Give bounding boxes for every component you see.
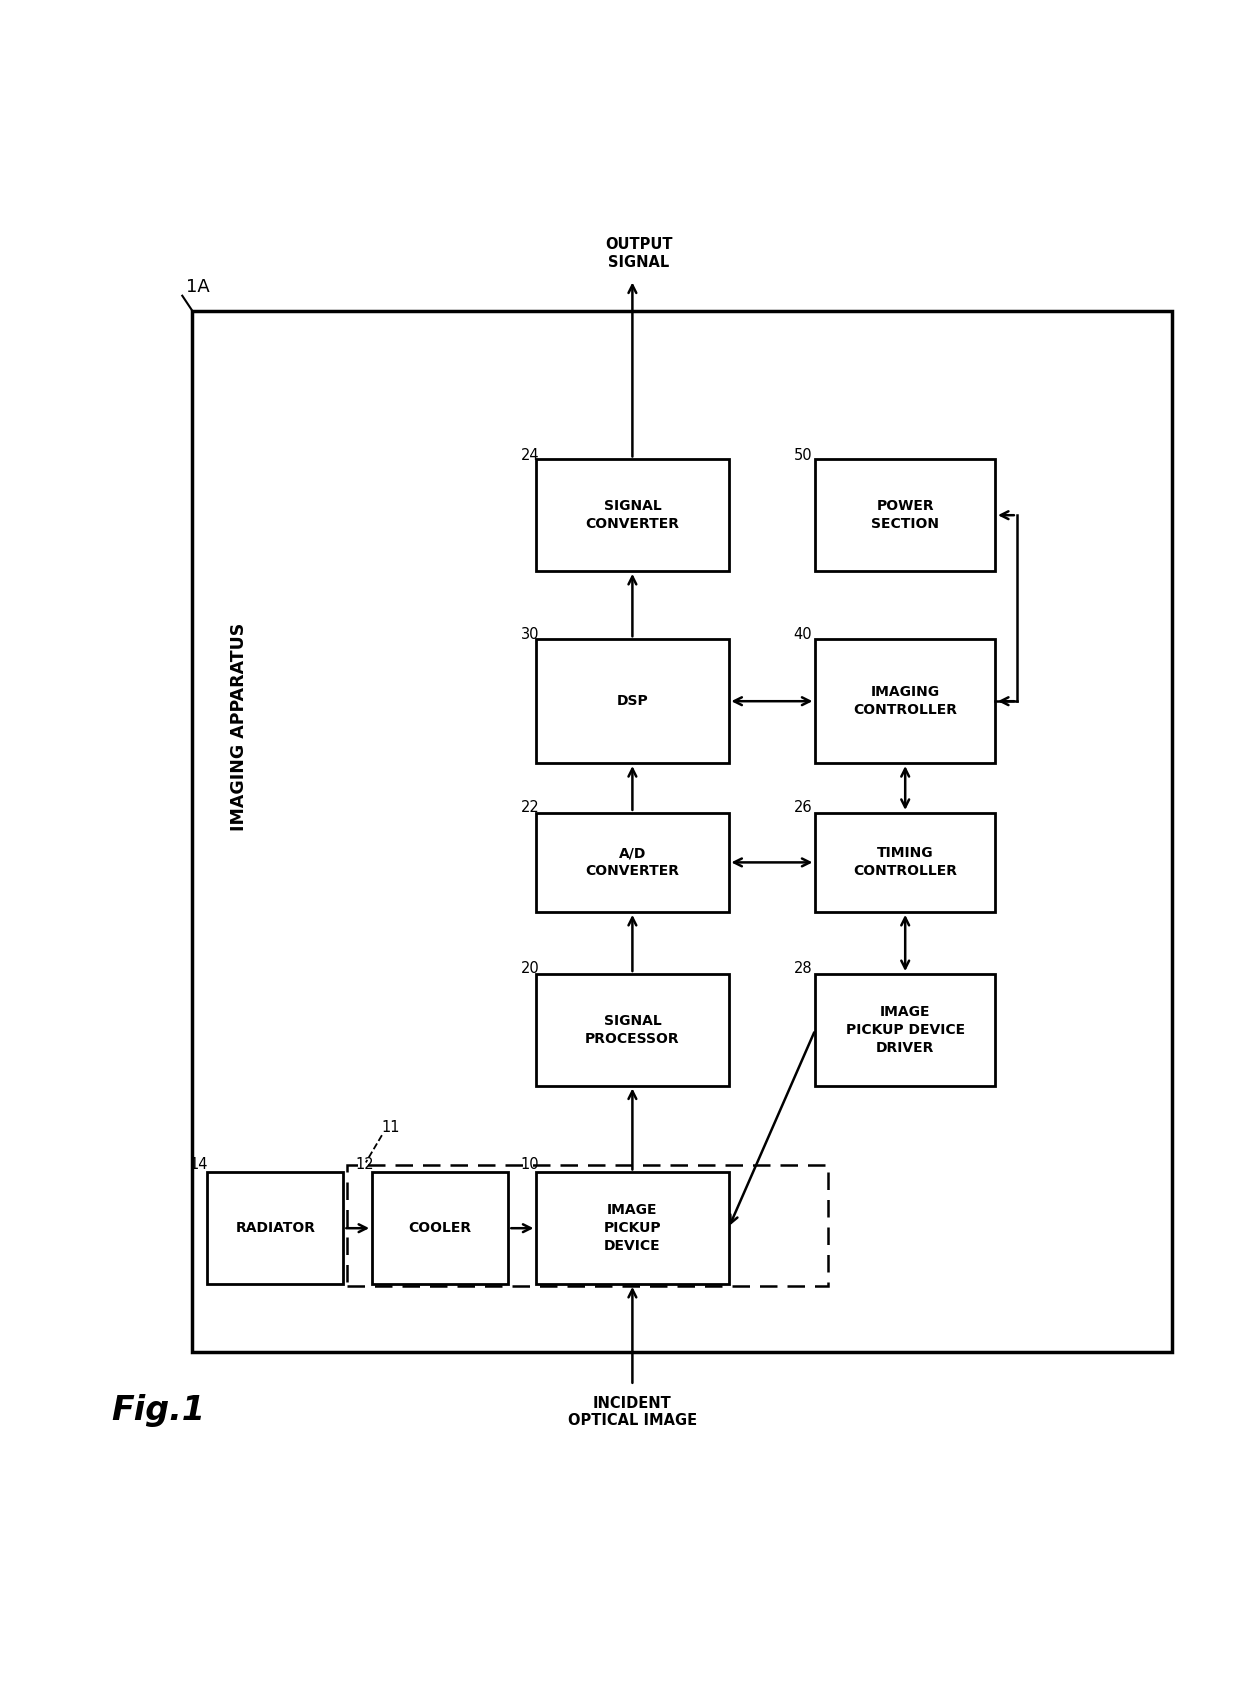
- Bar: [372, 1173, 508, 1284]
- Text: OUTPUT
SIGNAL: OUTPUT SIGNAL: [605, 238, 672, 270]
- Bar: [536, 813, 729, 911]
- Text: SIGNAL
PROCESSOR: SIGNAL PROCESSOR: [585, 1013, 680, 1046]
- Bar: [536, 639, 729, 763]
- Text: SIGNAL
CONVERTER: SIGNAL CONVERTER: [585, 500, 680, 530]
- Bar: [816, 974, 994, 1086]
- Text: IMAGE
PICKUP
DEVICE: IMAGE PICKUP DEVICE: [604, 1204, 661, 1253]
- Text: 40: 40: [794, 627, 812, 641]
- Text: POWER
SECTION: POWER SECTION: [872, 500, 939, 530]
- Text: 12: 12: [356, 1158, 374, 1173]
- Text: 24: 24: [521, 449, 539, 462]
- Bar: [207, 1173, 343, 1284]
- Text: 30: 30: [521, 627, 539, 641]
- Text: Fig.1: Fig.1: [112, 1394, 206, 1426]
- Text: 10: 10: [521, 1158, 539, 1173]
- Bar: [347, 1164, 828, 1287]
- Bar: [536, 459, 729, 571]
- Bar: [816, 639, 994, 763]
- Bar: [816, 459, 994, 571]
- Text: 22: 22: [521, 801, 539, 816]
- Text: IMAGING APPARATUS: IMAGING APPARATUS: [231, 624, 248, 831]
- Text: 1A: 1A: [186, 277, 210, 296]
- Text: 26: 26: [794, 801, 812, 816]
- Text: 20: 20: [521, 962, 539, 976]
- Bar: [192, 311, 1172, 1352]
- Text: COOLER: COOLER: [409, 1221, 471, 1236]
- Text: TIMING
CONTROLLER: TIMING CONTROLLER: [853, 847, 957, 879]
- Text: 28: 28: [794, 962, 812, 976]
- Text: RADIATOR: RADIATOR: [236, 1221, 315, 1236]
- Text: 11: 11: [382, 1120, 401, 1136]
- Text: A/D
CONVERTER: A/D CONVERTER: [585, 847, 680, 879]
- Text: IMAGE
PICKUP DEVICE
DRIVER: IMAGE PICKUP DEVICE DRIVER: [846, 1005, 965, 1054]
- Text: IMAGING
CONTROLLER: IMAGING CONTROLLER: [853, 685, 957, 717]
- Text: 50: 50: [794, 449, 812, 462]
- Text: DSP: DSP: [616, 694, 649, 709]
- Bar: [816, 813, 994, 911]
- Bar: [536, 974, 729, 1086]
- Bar: [536, 1173, 729, 1284]
- Text: INCIDENT
OPTICAL IMAGE: INCIDENT OPTICAL IMAGE: [568, 1396, 697, 1428]
- Text: 14: 14: [190, 1158, 208, 1173]
